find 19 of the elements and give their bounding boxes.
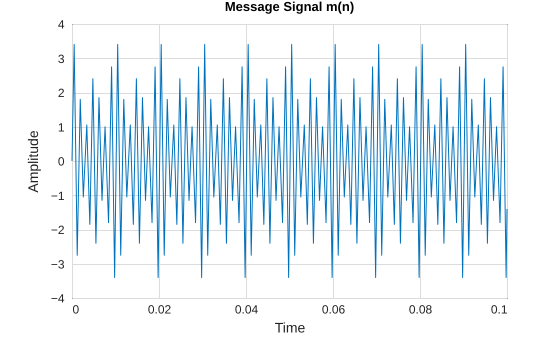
x-tick-label: 0 bbox=[72, 302, 80, 316]
y-tick-label: 3 bbox=[58, 52, 65, 66]
y-tick-label: −1 bbox=[50, 188, 65, 203]
x-tick-label: 0.08 bbox=[408, 302, 432, 316]
line-series bbox=[72, 44, 508, 278]
x-tick-label: 0.06 bbox=[322, 302, 346, 316]
x-tick-label: 0.1 bbox=[490, 302, 508, 316]
x-axis-title: Time bbox=[274, 320, 306, 336]
y-axis-title: Amplitude bbox=[24, 130, 41, 193]
y-tick-label: 0 bbox=[58, 154, 65, 168]
y-tick-label: −3 bbox=[50, 257, 65, 272]
y-tick-label: 1 bbox=[58, 120, 65, 134]
y-tick-label: 2 bbox=[58, 86, 65, 100]
x-tick-label: 0.04 bbox=[234, 302, 258, 316]
chart-title: Message Signal m(n) bbox=[224, 0, 354, 14]
y-tick-label: −2 bbox=[50, 223, 65, 237]
y-tick-label: −4 bbox=[50, 292, 65, 306]
y-tick-label: 4 bbox=[58, 18, 65, 32]
x-tick-label: 0.02 bbox=[148, 302, 172, 316]
